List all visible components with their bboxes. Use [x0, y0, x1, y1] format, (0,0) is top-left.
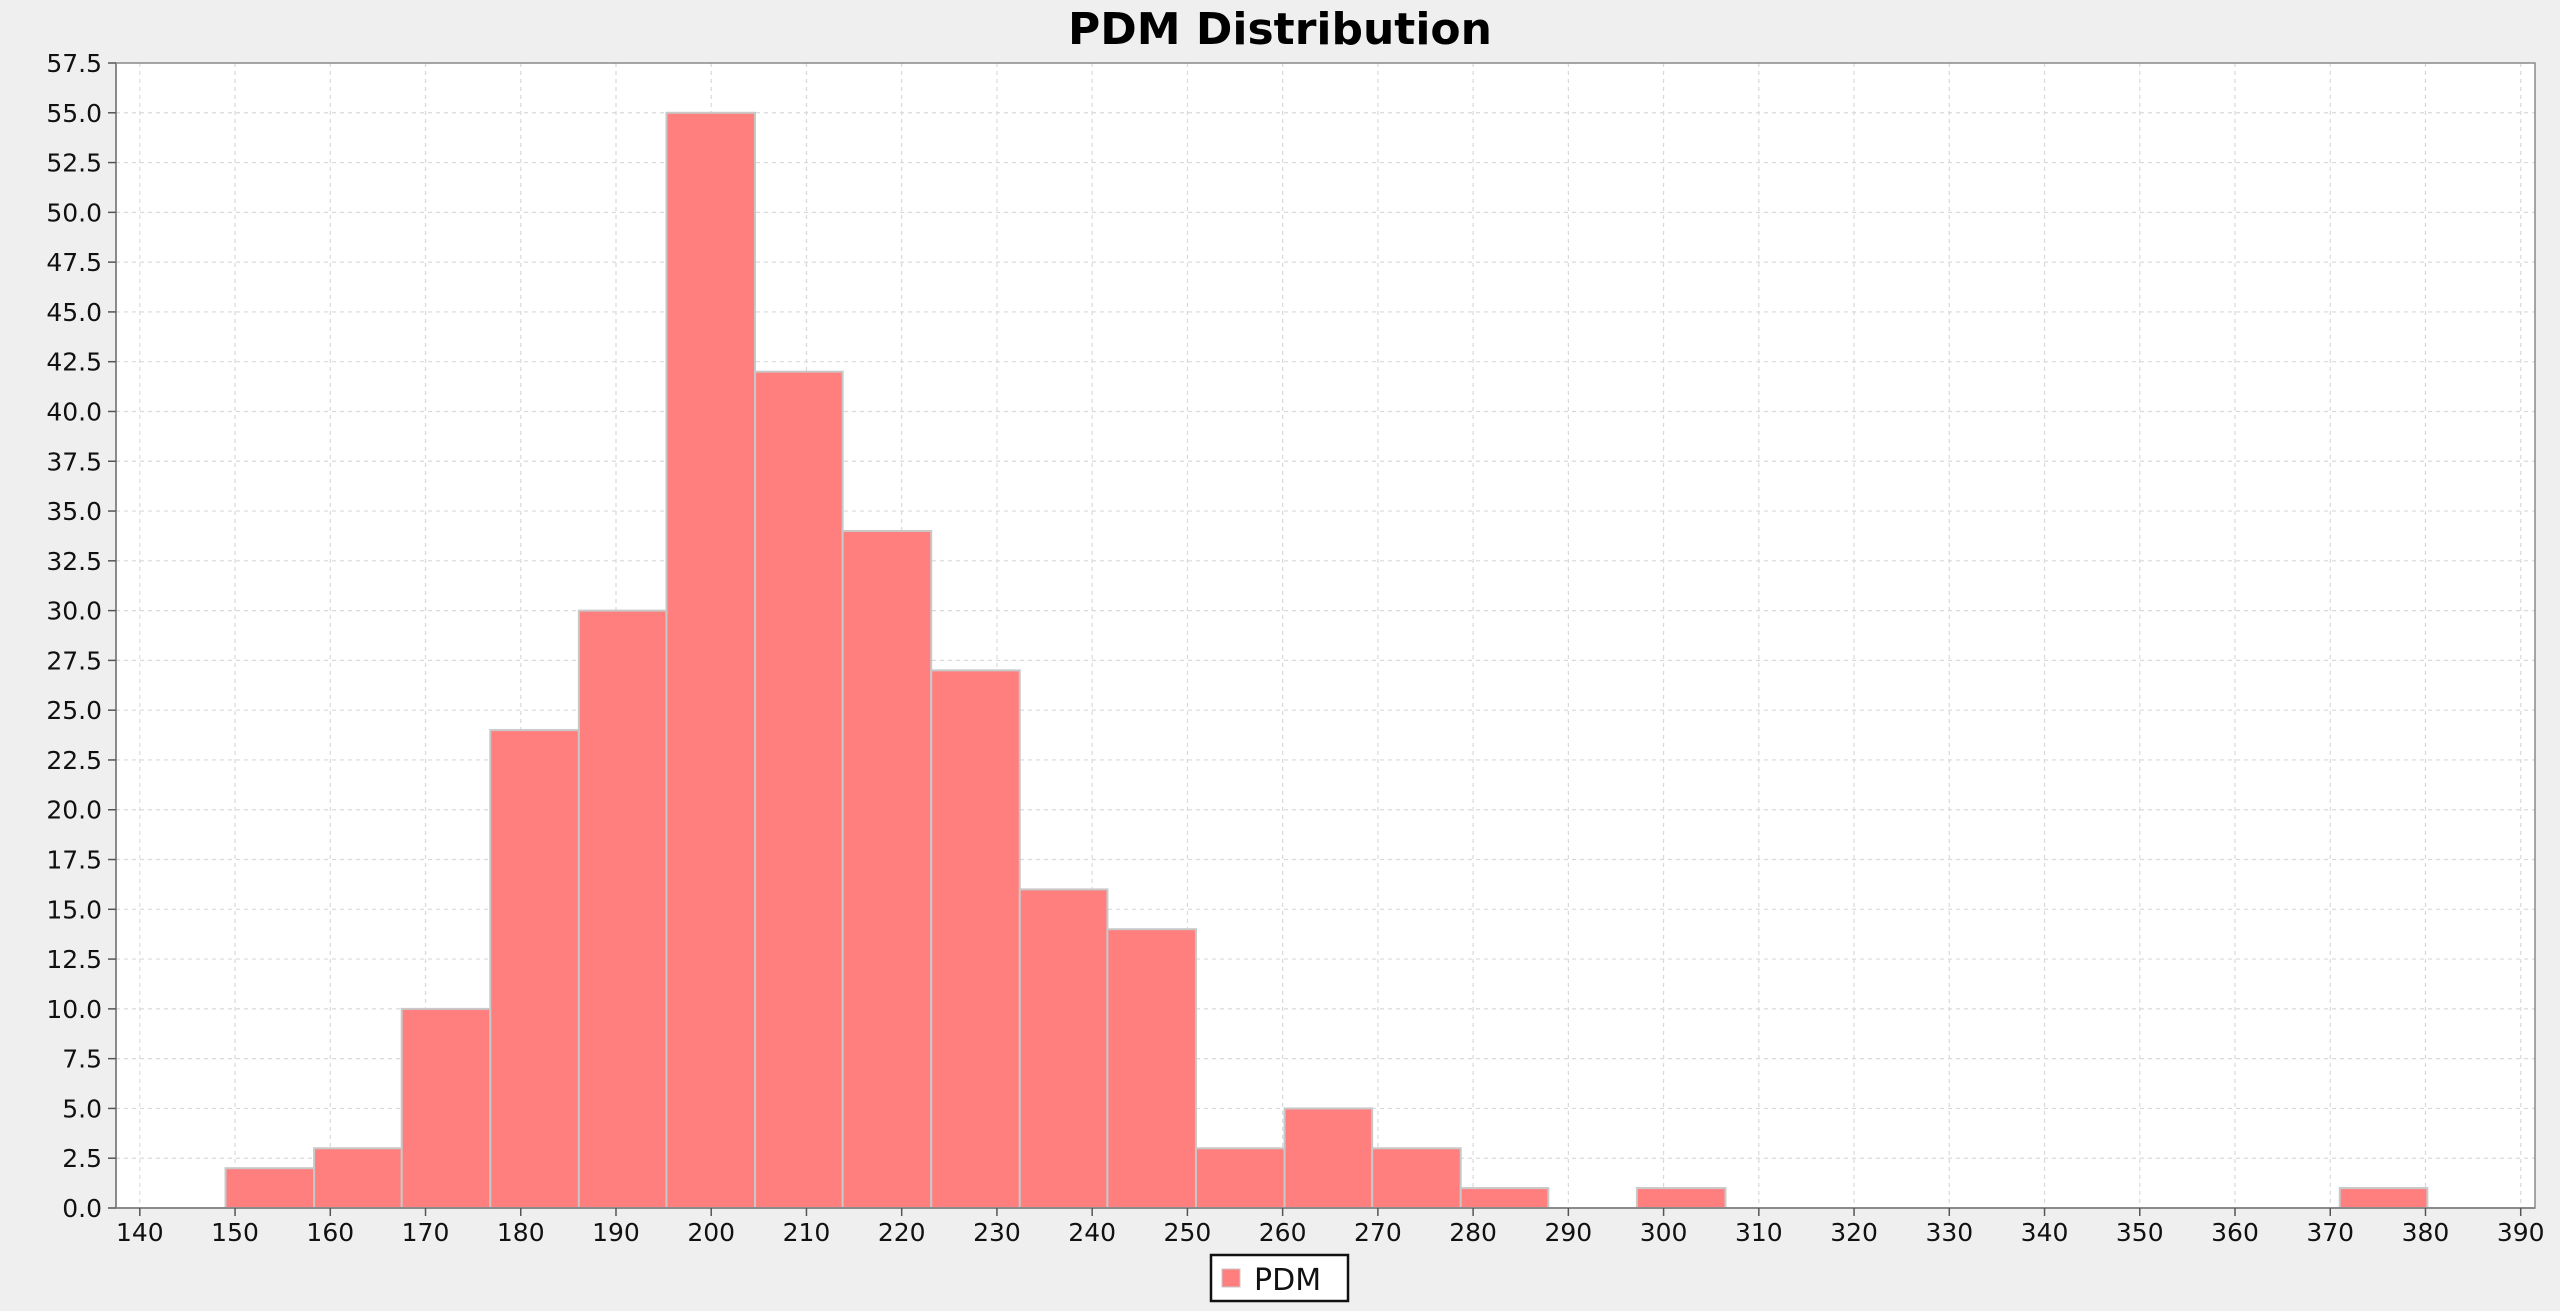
x-tick-label: 350 — [2116, 1218, 2164, 1247]
y-tick-label: 25.0 — [46, 696, 102, 725]
y-tick-label: 10.0 — [46, 995, 102, 1024]
x-tick-label: 380 — [2402, 1218, 2450, 1247]
x-tick-label: 190 — [592, 1218, 640, 1247]
histogram-bar — [224, 1167, 316, 1210]
y-tick-label: 30.0 — [46, 597, 102, 626]
x-tick-label: 140 — [116, 1218, 164, 1247]
x-tick-label: 330 — [1925, 1218, 1973, 1247]
x-tick-label: 240 — [1068, 1218, 1116, 1247]
histogram-bar — [2338, 1187, 2429, 1209]
x-tick-label: 220 — [878, 1218, 926, 1247]
histogram-bar — [930, 669, 1021, 1209]
legend-label-pdm: PDM — [1254, 1263, 1321, 1298]
y-tick-label: 22.5 — [46, 746, 102, 775]
chart-title: PDM Distribution — [1068, 4, 1492, 55]
y-tick-label: 12.5 — [46, 945, 102, 974]
x-tick-label: 320 — [1830, 1218, 1878, 1247]
y-tick-label: 0.0 — [62, 1194, 102, 1223]
plot-border — [115, 62, 2536, 1209]
x-tick-label: 210 — [783, 1218, 831, 1247]
histogram-bar — [489, 729, 580, 1210]
x-tick-label: 230 — [973, 1218, 1021, 1247]
bars-layer — [224, 111, 2429, 1210]
y-tick-label: 52.5 — [46, 149, 102, 178]
y-tick-label: 15.0 — [46, 895, 102, 924]
legend-swatch-pdm — [1221, 1268, 1241, 1288]
histogram-bar — [754, 370, 844, 1209]
histogram-bar — [841, 529, 933, 1209]
x-tick-label: 370 — [2306, 1218, 2354, 1247]
histogram-bar — [1459, 1187, 1550, 1209]
x-tick-label: 150 — [211, 1218, 259, 1247]
y-tick-label: 7.5 — [62, 1045, 102, 1074]
x-tick-label: 290 — [1544, 1218, 1592, 1247]
histogram-bar — [400, 1007, 492, 1209]
y-tick-label: 45.0 — [46, 298, 102, 327]
y-tick-label: 20.0 — [46, 796, 102, 825]
y-tick-label: 57.5 — [46, 49, 102, 78]
y-tick-label: 55.0 — [46, 99, 102, 128]
histogram-bar — [313, 1147, 403, 1209]
histogram-bar — [577, 609, 668, 1209]
x-tick-label: 170 — [402, 1218, 450, 1247]
x-tick-label: 300 — [1640, 1218, 1688, 1247]
y-tick-label: 47.5 — [46, 248, 102, 277]
y-tick-label: 2.5 — [62, 1144, 102, 1173]
y-tick-label: 42.5 — [46, 348, 102, 377]
x-tick-label: 270 — [1354, 1218, 1402, 1247]
histogram-bar — [1283, 1107, 1374, 1210]
histogram-bar — [1106, 928, 1197, 1210]
y-tick-label: 50.0 — [46, 198, 102, 227]
y-tick-label: 17.5 — [46, 846, 102, 875]
y-tick-label: 27.5 — [46, 646, 102, 675]
y-tick-label: 32.5 — [46, 547, 102, 576]
legend: PDM — [1209, 1253, 1350, 1303]
y-tick-label: 37.5 — [46, 447, 102, 476]
x-tick-label: 310 — [1735, 1218, 1783, 1247]
x-tick-label: 260 — [1259, 1218, 1307, 1247]
x-tick-label: 360 — [2211, 1218, 2259, 1247]
histogram-bar — [1194, 1147, 1286, 1209]
histogram-bar — [665, 111, 757, 1210]
x-tick-label: 390 — [2497, 1218, 2545, 1247]
x-tick-label: 250 — [1164, 1218, 1212, 1247]
x-tick-label: 280 — [1449, 1218, 1497, 1247]
histogram-bar — [1371, 1147, 1462, 1209]
x-tick-label: 160 — [306, 1218, 354, 1247]
axes-layer: 140 150 160 170 180 190 200 210 220 230 240 250 260 2… — [46, 49, 2544, 1247]
y-tick-label: 35.0 — [46, 497, 102, 526]
x-tick-label: 180 — [497, 1218, 545, 1247]
x-tick-label: 200 — [687, 1218, 735, 1247]
histogram-bar — [1018, 888, 1109, 1209]
histogram-bar — [1635, 1187, 1727, 1209]
y-tick-label: 5.0 — [62, 1094, 102, 1123]
y-tick-label: 40.0 — [46, 397, 102, 426]
x-tick-label: 340 — [2021, 1218, 2069, 1247]
